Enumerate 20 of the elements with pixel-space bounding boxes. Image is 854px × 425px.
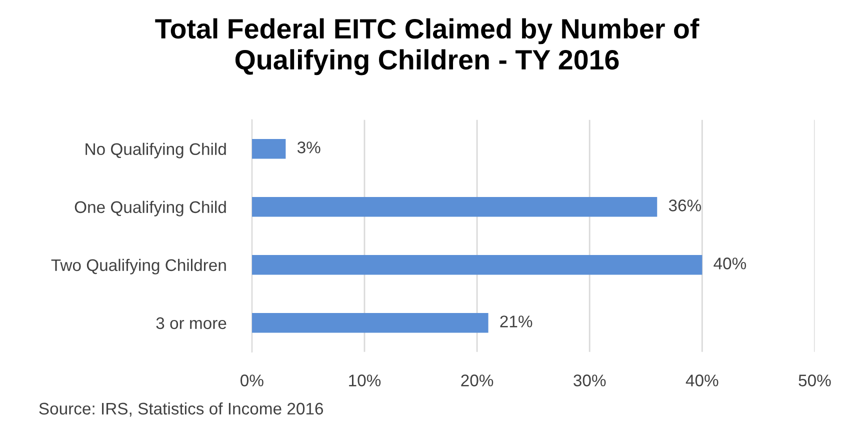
y-tick-label: No Qualifying Child — [86, 142, 226, 158]
x-tick-label: 40% — [686, 374, 718, 386]
x-tick-label: 10% — [349, 374, 381, 386]
bar — [252, 313, 488, 333]
y-tick-label: 3 or more — [156, 317, 226, 330]
data-label: 3% — [297, 142, 320, 154]
x-tick-label: 20% — [461, 374, 494, 386]
x-tick-label: 30% — [574, 374, 606, 386]
y-tick-label: One Qualifying Child — [74, 200, 226, 216]
bar — [252, 255, 702, 275]
data-label: 21% — [500, 316, 532, 328]
bar — [252, 138, 286, 159]
data-label: 36% — [668, 200, 702, 212]
y-tick-label: Two Qualifying Children — [51, 258, 226, 274]
chart-title: Total Federal EITC Claimed by Number of Qualifying Children - TY 2016 — [155, 18, 700, 76]
bar — [252, 197, 658, 217]
data-label: 40% — [714, 258, 746, 270]
source-note: Source: IRS, Statistics of Income 2016 — [39, 402, 324, 417]
x-tick-label: 0% — [240, 374, 264, 386]
x-tick-label: 50% — [798, 374, 831, 386]
